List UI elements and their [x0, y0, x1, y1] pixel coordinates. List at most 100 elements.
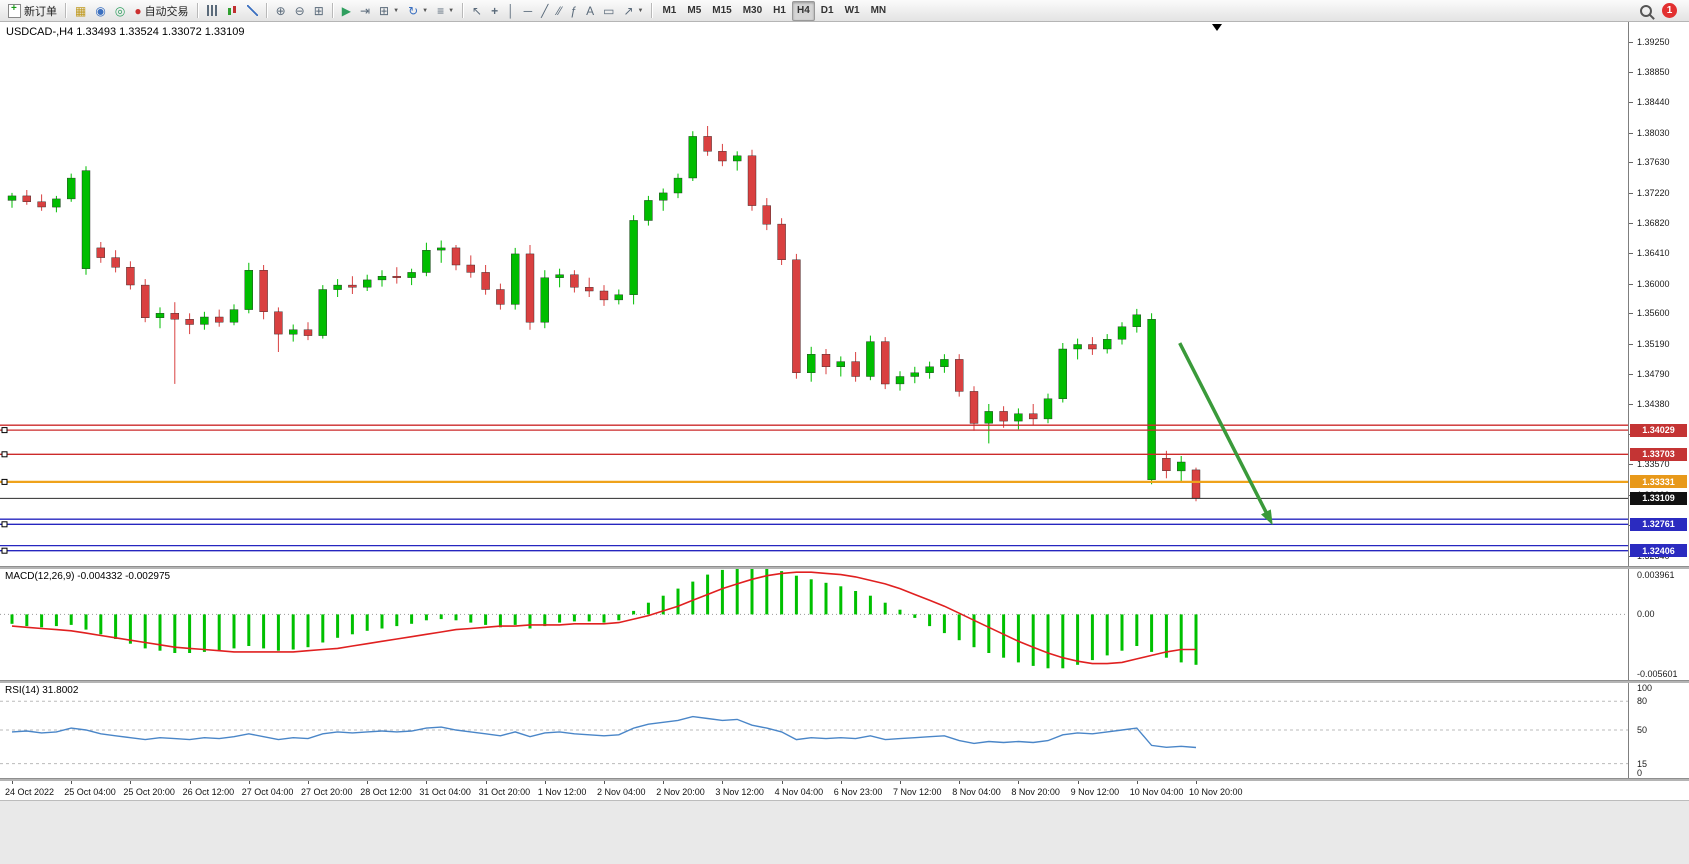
rsi-label: RSI(14) 31.8002 [5, 685, 78, 696]
panel-splitter[interactable] [0, 680, 1689, 683]
timeframe-button-MN[interactable]: MN [870, 5, 887, 16]
axis-label: 1.36410 [1637, 248, 1670, 259]
time-label: 28 Oct 12:00 [360, 787, 412, 797]
indicators-button[interactable]: ≡ ▼ [433, 1, 458, 21]
new-order-icon [8, 3, 21, 18]
candle-body [363, 279, 372, 288]
time-label: 8 Nov 04:00 [952, 787, 1001, 797]
data-window-button[interactable]: ◎ [111, 1, 129, 21]
line-chart-icon [246, 5, 258, 16]
chevron-down-icon: ▼ [637, 7, 644, 14]
toolbar-separator [196, 3, 199, 18]
vertical-line-icon: │ [507, 3, 515, 18]
macd-name: MACD(12,26,9) [5, 571, 75, 582]
time-tick [722, 780, 724, 784]
candle-body [718, 151, 727, 162]
fibonacci-tool-button[interactable]: ƒ [566, 1, 581, 21]
candle-body [1088, 344, 1097, 350]
price-chart-panel[interactable]: USDCAD-,H4 1.33493 1.33524 1.33072 1.331… [0, 22, 1628, 566]
toolbar-separator [651, 3, 654, 18]
text-icon: A [586, 3, 595, 18]
time-label: 10 Nov 20:00 [1189, 787, 1243, 797]
candle-body [259, 269, 268, 312]
panel-splitter[interactable] [0, 566, 1689, 569]
candle-body [244, 269, 254, 310]
chart-shift-button[interactable]: ⇥ [356, 1, 374, 21]
line-handle [1, 547, 8, 554]
timeframe-button-M5[interactable]: M5 [687, 5, 702, 16]
search-icon[interactable] [1640, 4, 1652, 17]
timeframe-button-H4[interactable]: H4 [791, 0, 815, 21]
line-handle [1, 451, 8, 458]
toolbar-separator [65, 3, 67, 18]
timeframe-button-H1[interactable]: H1 [773, 5, 786, 16]
new-chart-button[interactable]: ⊞ ▼ [375, 1, 403, 21]
bar-chart-button[interactable] [203, 1, 222, 21]
channel-tool-button[interactable]: ⁄⁄ [553, 1, 565, 21]
chevron-down-icon: ▼ [422, 7, 429, 14]
auto-trading-label: 自动交易 [144, 5, 189, 18]
chevron-down-icon: ▼ [448, 7, 455, 14]
timeframe-button-D1[interactable]: D1 [820, 5, 834, 16]
panel-splitter[interactable] [0, 778, 1689, 781]
timeframe-button-M1[interactable]: M1 [662, 5, 677, 16]
rsi-value: 31.8002 [42, 685, 79, 696]
candle-body [437, 247, 446, 251]
auto-scroll-button[interactable]: ▶ [338, 1, 355, 21]
label-tool-button[interactable]: ▭ [599, 1, 618, 21]
candle-body [348, 284, 357, 288]
timeframe-button-W1[interactable]: W1 [844, 5, 860, 16]
profiles-button[interactable]: ↻ ▼ [404, 1, 432, 21]
trendline-tool-button[interactable]: ╱ [537, 1, 552, 21]
text-tool-button[interactable]: A [582, 1, 598, 21]
timeframe-button-M15[interactable]: M15 [712, 5, 732, 16]
macd-panel[interactable]: MACD(12,26,9) -0.004332 -0.002975 [0, 568, 1628, 680]
axis-tick [1629, 464, 1633, 466]
vertical-line-tool-button[interactable]: │ [503, 1, 519, 21]
market-watch-button[interactable]: ◉ [91, 1, 109, 21]
time-tick [900, 780, 901, 784]
line-handle [1, 478, 8, 485]
auto-trading-button[interactable]: ● 自动交易 [130, 1, 192, 21]
candle-body [540, 277, 549, 323]
candle-body [999, 411, 1008, 422]
time-label: 27 Oct 04:00 [241, 787, 294, 797]
candle-body [289, 329, 298, 335]
notification-badge[interactable]: 1 [1662, 3, 1677, 18]
time-tick [367, 780, 369, 784]
zoom-in-button[interactable]: ⊕ [272, 1, 290, 21]
candle-body [881, 341, 890, 385]
timeframe-button-M30[interactable]: M30 [742, 5, 763, 16]
candle-body [925, 366, 934, 373]
line-chart-button[interactable] [243, 1, 262, 21]
crosshair-tool-button[interactable]: + [487, 1, 502, 21]
candle-body [37, 201, 46, 208]
new-order-button[interactable]: 新订单 [4, 1, 61, 21]
candle-body [7, 195, 17, 201]
candle-body [229, 309, 239, 323]
window-bottom-area [0, 800, 1689, 864]
chart-window-button[interactable]: ▦ [71, 1, 90, 21]
price-axis[interactable]: 1.39250 1.38850 1.38440 1.38030 1.37630 1.372… [1628, 22, 1689, 780]
axis-tick [1629, 71, 1633, 73]
trendline-icon: ╱ [541, 3, 549, 18]
price-level-tag: 1.33703 [1630, 447, 1687, 461]
candle-body [1162, 458, 1171, 472]
tile-windows-button[interactable]: ⊞ [310, 1, 328, 21]
cursor-tool-button[interactable]: ↖ [468, 1, 486, 21]
price-level-tag: 1.32761 [1630, 517, 1687, 531]
new-order-label: 新订单 [24, 5, 57, 18]
rsi-panel[interactable]: RSI(14) 31.8002 [0, 682, 1628, 778]
time-tick [1018, 780, 1020, 784]
candle-body [22, 195, 31, 202]
axis-tick [1629, 283, 1633, 285]
tile-windows-icon: ⊞ [313, 3, 324, 18]
time-axis[interactable]: 24 Oct 2022 25 Oct 04:00 25 Oct 20:00 26 Oc… [0, 780, 1628, 800]
candle-body [1117, 326, 1127, 340]
time-tick [1077, 780, 1079, 784]
horizontal-line-tool-button[interactable]: ─ [520, 1, 537, 21]
arrows-tool-button[interactable]: ↗ ▼ [619, 1, 647, 21]
candlestick-chart-button[interactable] [223, 1, 242, 21]
time-tick [1196, 780, 1197, 784]
zoom-out-button[interactable]: ⊖ [291, 1, 309, 21]
